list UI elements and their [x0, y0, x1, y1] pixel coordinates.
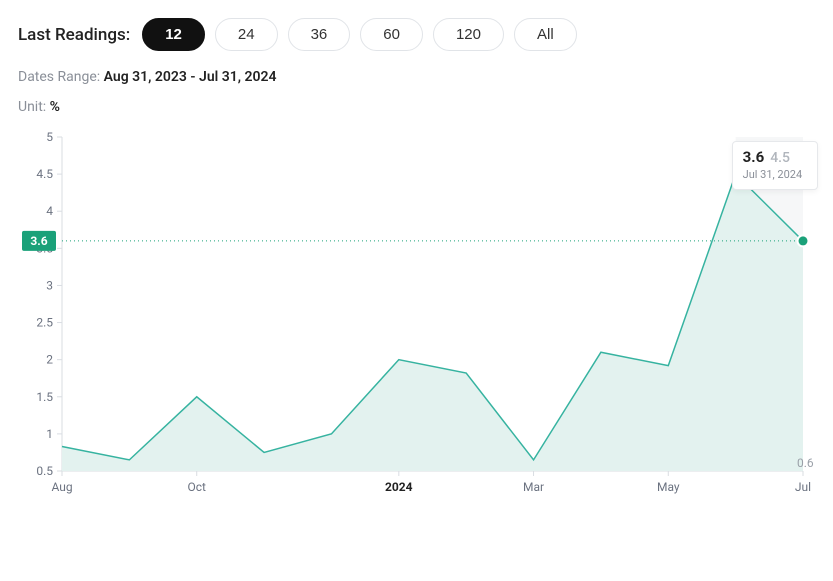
readings-pill-60[interactable]: 60	[360, 18, 423, 51]
svg-text:4.5: 4.5	[36, 167, 53, 181]
svg-text:0.5: 0.5	[36, 464, 53, 478]
svg-text:3: 3	[46, 278, 53, 292]
svg-text:3.6: 3.6	[30, 234, 47, 248]
svg-text:0.6: 0.6	[797, 456, 814, 470]
svg-text:1: 1	[46, 427, 53, 441]
svg-text:Oct: Oct	[187, 480, 206, 494]
readings-pill-12[interactable]: 12	[142, 18, 205, 51]
unit-value: %	[50, 99, 60, 115]
unit-line: Unit: %	[18, 99, 815, 115]
svg-text:Jul: Jul	[795, 480, 811, 494]
svg-text:5: 5	[46, 130, 53, 144]
svg-text:May: May	[657, 480, 680, 494]
readings-controls: Last Readings: 12 24 36 60 120 All	[18, 18, 815, 51]
chart-svg: 0.511.522.533.544.55AugOct2024MarMayJul3…	[18, 129, 815, 509]
readings-chart: 0.511.522.533.544.55AugOct2024MarMayJul3…	[18, 129, 815, 509]
svg-text:2.5: 2.5	[36, 316, 53, 330]
dates-range-line: Dates Range: Aug 31, 2023 - Jul 31, 2024	[18, 69, 815, 85]
svg-text:Mar: Mar	[523, 480, 544, 494]
tooltip-date: Jul 31, 2024	[743, 168, 807, 181]
svg-text:2024: 2024	[385, 480, 413, 494]
tooltip-value: 3.6	[743, 148, 765, 166]
readings-pill-120[interactable]: 120	[433, 18, 504, 51]
svg-text:2: 2	[46, 353, 53, 367]
svg-text:1.5: 1.5	[36, 390, 53, 404]
readings-pill-all[interactable]: All	[514, 18, 577, 51]
chart-tooltip: 3.6 4.5 Jul 31, 2024	[732, 141, 818, 190]
dates-range-value: Aug 31, 2023 - Jul 31, 2024	[104, 69, 277, 85]
svg-text:Aug: Aug	[51, 480, 72, 494]
unit-label: Unit:	[18, 99, 46, 115]
dates-range-label: Dates Range:	[18, 69, 100, 85]
tooltip-prev-value: 4.5	[770, 150, 790, 166]
readings-pill-36[interactable]: 36	[288, 18, 351, 51]
readings-label: Last Readings:	[18, 25, 130, 45]
readings-pill-group: 12 24 36 60 120 All	[142, 18, 576, 51]
readings-pill-24[interactable]: 24	[215, 18, 278, 51]
svg-text:4: 4	[46, 204, 53, 218]
